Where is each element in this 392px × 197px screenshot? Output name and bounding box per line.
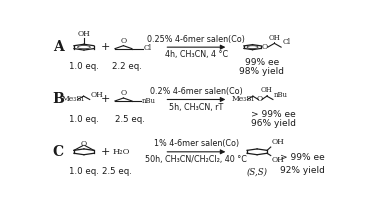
Text: O: O <box>257 96 263 103</box>
Text: OH: OH <box>78 30 90 38</box>
Text: > 99% ee: > 99% ee <box>280 153 325 162</box>
Text: OH: OH <box>271 138 284 146</box>
Text: 98% yield: 98% yield <box>239 67 284 76</box>
Text: 1.0 eq.: 1.0 eq. <box>69 115 99 124</box>
Text: 1% 4-6mer salen(Co): 1% 4-6mer salen(Co) <box>154 139 239 149</box>
Text: (S,S): (S,S) <box>247 167 268 176</box>
Text: 0.2% 4-6mer salen(Co): 0.2% 4-6mer salen(Co) <box>150 87 243 96</box>
Text: nBu: nBu <box>274 91 288 99</box>
Text: OH: OH <box>269 34 280 42</box>
Text: OH: OH <box>261 86 273 94</box>
Text: O: O <box>120 89 127 97</box>
Text: O: O <box>81 140 87 148</box>
Text: 4h, CH₃CN, 4 °C: 4h, CH₃CN, 4 °C <box>165 50 228 59</box>
Text: 50h, CH₃CN/CH₂Cl₂, 40 °C: 50h, CH₃CN/CH₂Cl₂, 40 °C <box>145 155 247 164</box>
Text: 99% ee: 99% ee <box>245 58 279 67</box>
Text: +: + <box>100 42 110 52</box>
Text: +: + <box>100 147 110 157</box>
Text: Cl: Cl <box>143 44 152 52</box>
Text: B: B <box>53 92 64 107</box>
Text: A: A <box>53 40 64 54</box>
Text: +: + <box>100 95 110 104</box>
Text: Cl: Cl <box>283 38 291 46</box>
Text: O: O <box>262 43 268 51</box>
Text: OH: OH <box>271 156 284 164</box>
Text: Me₃Si: Me₃Si <box>231 96 254 103</box>
Text: 2.2 eq.: 2.2 eq. <box>112 62 142 71</box>
Text: C: C <box>53 145 64 159</box>
Text: 2.5 eq.: 2.5 eq. <box>102 167 132 176</box>
Text: O: O <box>120 37 127 45</box>
Text: 92% yield: 92% yield <box>280 165 325 175</box>
Text: 5h, CH₃CN, rT: 5h, CH₃CN, rT <box>169 103 223 112</box>
Text: 96% yield: 96% yield <box>251 119 296 128</box>
Text: H₂O: H₂O <box>113 148 130 156</box>
Text: 1.0 eq.: 1.0 eq. <box>69 167 99 176</box>
Text: 0.25% 4-6mer salen(Co): 0.25% 4-6mer salen(Co) <box>147 35 245 44</box>
Text: 2.5 eq.: 2.5 eq. <box>114 115 144 124</box>
Text: > 99% ee: > 99% ee <box>251 110 296 119</box>
Text: nBu: nBu <box>142 97 156 105</box>
Text: OH: OH <box>91 91 103 99</box>
Text: 1.0 eq.: 1.0 eq. <box>69 62 99 71</box>
Text: Me₃Si: Me₃Si <box>62 96 85 103</box>
